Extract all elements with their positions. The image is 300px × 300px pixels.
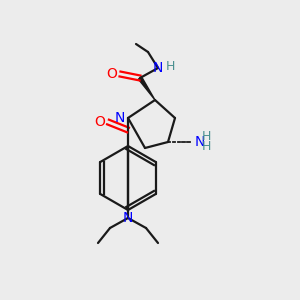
Text: H: H: [201, 140, 211, 154]
Text: N: N: [115, 111, 125, 125]
Polygon shape: [138, 77, 155, 100]
Text: N: N: [195, 135, 206, 149]
Text: H: H: [201, 130, 211, 143]
Text: N: N: [123, 211, 133, 225]
Text: O: O: [94, 115, 105, 129]
Text: N: N: [153, 61, 163, 75]
Text: O: O: [106, 67, 117, 81]
Text: H: H: [165, 61, 175, 74]
